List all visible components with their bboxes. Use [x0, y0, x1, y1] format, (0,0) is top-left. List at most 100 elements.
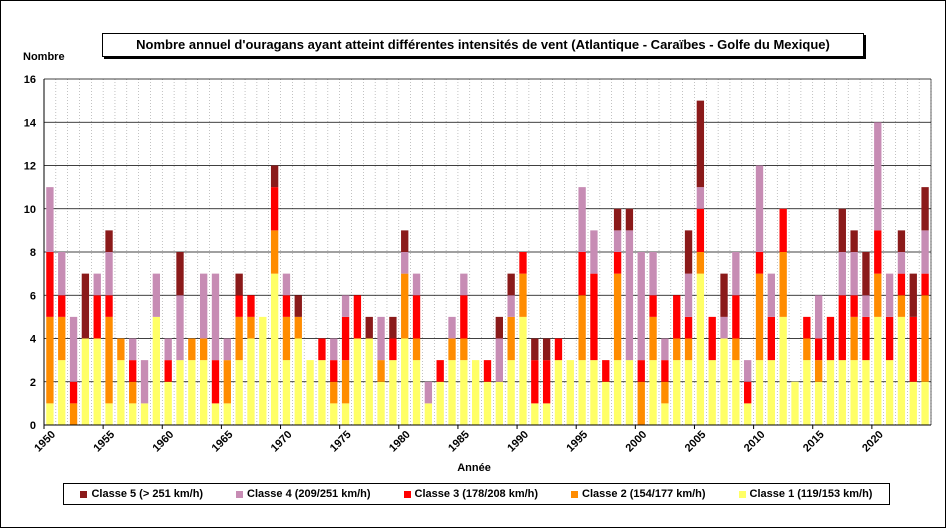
bar-segment: [921, 295, 929, 382]
bar-segment: [164, 360, 172, 382]
bar-segment: [673, 295, 681, 339]
bar-segment: [661, 403, 669, 425]
bar-segment: [330, 381, 338, 404]
x-tick-label: 1965: [210, 429, 236, 455]
y-tick-label: 10: [24, 204, 36, 216]
bar-segment: [129, 403, 137, 425]
bar-segment: [542, 338, 551, 361]
bar-segment: [93, 273, 101, 296]
bar-segment: [81, 273, 90, 339]
bar-segment: [909, 316, 917, 382]
bar-segment: [814, 295, 823, 339]
bar-segment: [341, 316, 350, 361]
legend: Classe 5 (> 251 km/h) Classe 4 (209/251 k…: [63, 483, 890, 505]
bar-segment: [732, 252, 740, 296]
bar-segment: [519, 273, 527, 317]
bar-segment: [755, 165, 764, 252]
bar-segment: [105, 316, 113, 404]
bar-segment: [117, 338, 125, 361]
bar-segment: [247, 295, 255, 317]
bar-segment: [211, 360, 220, 404]
legend-label: Classe 3 (178/208 km/h): [414, 488, 539, 500]
bar-segment: [708, 360, 716, 425]
x-tick-label: 1955: [91, 429, 117, 455]
chart-title: Nombre annuel d'ouragans ayant atteint d…: [102, 33, 864, 57]
x-tick-label: 1950: [32, 429, 58, 455]
bar-segment: [649, 316, 657, 361]
legend-swatch: [80, 490, 88, 498]
bar-segment: [341, 360, 350, 404]
bar-segment: [613, 208, 622, 231]
bar-segment: [732, 295, 740, 339]
bar-segment: [306, 360, 314, 425]
bar-segment: [684, 316, 693, 339]
bar-segment: [46, 403, 54, 425]
bar-segment: [460, 338, 468, 361]
bar-segment: [152, 273, 161, 317]
bar-segment: [921, 187, 929, 231]
legend-label: Classe 4 (209/251 km/h): [247, 488, 371, 500]
bar-segment: [862, 316, 870, 361]
bar-segment: [554, 360, 563, 425]
bar-segment: [105, 295, 113, 317]
bar-segment: [661, 338, 669, 361]
bar-segment: [542, 403, 551, 425]
bar-segment: [897, 230, 906, 252]
bar-segment: [850, 230, 858, 252]
bar-segment: [46, 252, 54, 317]
x-tick-label: 2000: [624, 429, 650, 455]
bar-segment: [779, 316, 787, 425]
bar-segment: [542, 360, 551, 404]
bar-segment: [566, 360, 574, 425]
y-tick-label: 16: [24, 74, 36, 86]
bar-segment: [176, 360, 184, 425]
bar-segment: [921, 230, 929, 274]
bar-segment: [294, 295, 302, 317]
bar-segment: [767, 360, 776, 425]
bar-segment: [199, 360, 208, 425]
bar-segment: [625, 230, 634, 361]
x-tick-label: 2020: [860, 429, 886, 455]
bar-segment: [330, 403, 338, 425]
bar-segment: [885, 316, 894, 361]
bar-segment: [684, 338, 693, 361]
bar-segment: [46, 187, 54, 252]
bar-segment: [436, 360, 444, 382]
bar-segment: [578, 187, 586, 252]
bar-segment: [294, 338, 302, 425]
bar-segment: [341, 295, 350, 317]
bar-segment: [673, 360, 681, 425]
bar-segment: [850, 295, 858, 317]
bar-segment: [590, 360, 598, 425]
bar-segment: [897, 273, 906, 296]
bar-segment: [531, 360, 539, 404]
bar-segment: [129, 381, 137, 404]
bar-segment: [578, 360, 586, 425]
y-tick-label: 6: [30, 290, 36, 302]
bar-segment: [897, 295, 906, 317]
bar-segment: [696, 273, 705, 425]
bar-segment: [282, 295, 291, 317]
bar-segment: [779, 208, 787, 252]
bar-segment: [330, 360, 338, 382]
bar-segment: [850, 360, 858, 425]
legend-swatch: [571, 490, 579, 498]
bar-segment: [637, 381, 645, 425]
bar-segment: [377, 316, 385, 361]
bar-segment: [69, 316, 78, 382]
bar-segment: [389, 338, 397, 361]
bar-segment: [531, 338, 539, 361]
bar-segment: [235, 295, 243, 317]
bar-segment: [223, 360, 231, 404]
bar-segment: [602, 381, 610, 425]
bar-segment: [389, 360, 397, 425]
bar-segment: [460, 295, 468, 339]
bar-segment: [720, 316, 728, 339]
bar-segment: [389, 316, 397, 339]
bar-segment: [803, 360, 811, 425]
bar-segment: [436, 381, 444, 425]
bar-segment: [176, 252, 184, 296]
bar-segment: [531, 403, 539, 425]
bar-segment: [684, 230, 693, 274]
bar-segment: [412, 360, 421, 425]
